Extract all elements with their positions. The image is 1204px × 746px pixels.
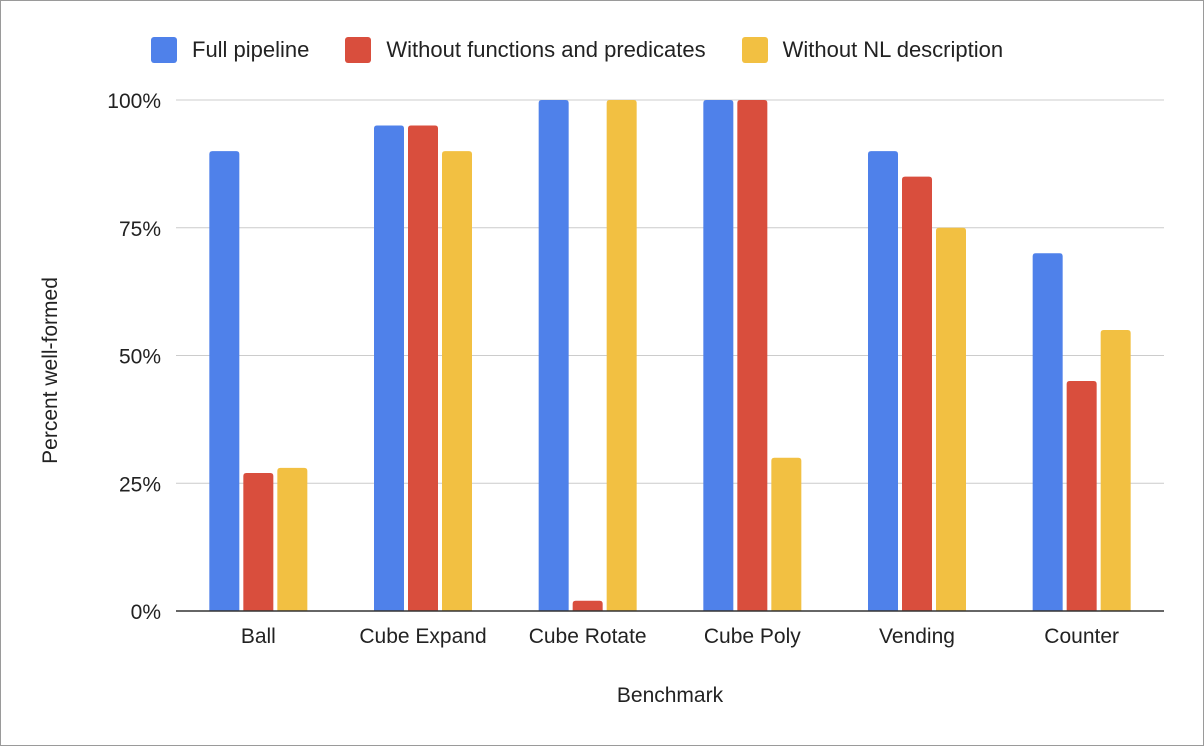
x-tick-label: Counter	[1044, 625, 1119, 648]
y-tick-label: 75%	[119, 218, 161, 241]
y-tick-label: 100%	[107, 90, 161, 113]
bar	[1033, 253, 1063, 611]
bar	[243, 473, 273, 611]
y-tick-label: 50%	[119, 346, 161, 369]
bar	[374, 126, 404, 611]
bar	[209, 151, 239, 611]
bar	[607, 100, 637, 611]
y-tick-labels: 0% 25% 50% 75% 100%	[107, 90, 161, 624]
bar	[771, 458, 801, 611]
y-axis-title: Percent well-formed	[39, 277, 62, 464]
y-tick-label: 0%	[131, 601, 161, 624]
x-tick-label: Ball	[241, 625, 276, 648]
x-tick-label: Cube Poly	[704, 625, 801, 648]
bar	[902, 177, 932, 611]
x-tick-label: Cube Expand	[359, 625, 486, 648]
bar	[408, 126, 438, 611]
x-tick-label: Cube Rotate	[529, 625, 647, 648]
bar	[277, 468, 307, 611]
bar	[868, 151, 898, 611]
gridlines	[176, 100, 1164, 483]
x-tick-labels: Ball Cube Expand Cube Rotate Cube Poly Vendi…	[241, 625, 1119, 648]
bar	[539, 100, 569, 611]
bar	[573, 601, 603, 611]
bar	[936, 228, 966, 611]
x-tick-label: Vending	[879, 625, 955, 648]
y-tick-label: 25%	[119, 473, 161, 496]
bar	[1101, 330, 1131, 611]
x-axis-title: Benchmark	[617, 684, 724, 707]
bar	[1067, 381, 1097, 611]
bar	[703, 100, 733, 611]
bar	[442, 151, 472, 611]
bar	[737, 100, 767, 611]
